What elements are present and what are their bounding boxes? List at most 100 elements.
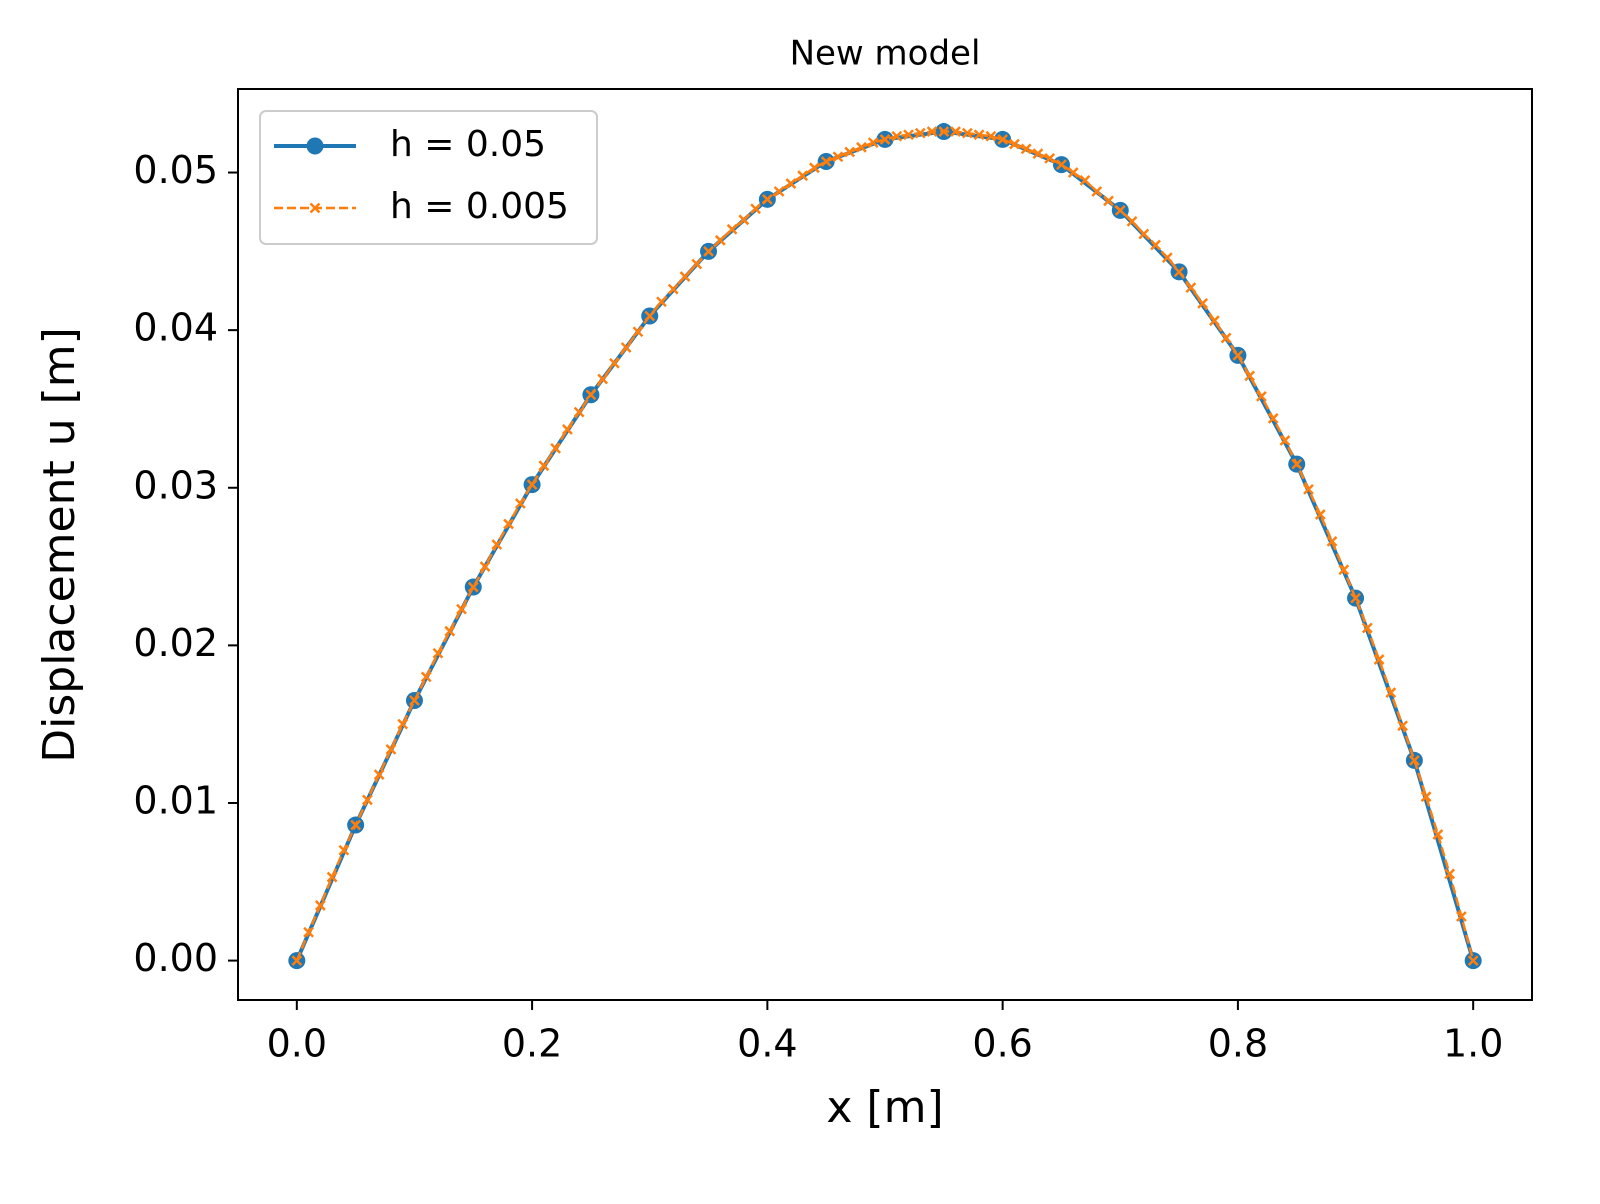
point — [973, 129, 985, 141]
y-tick-label: 0.05 — [133, 148, 218, 192]
point — [1397, 720, 1408, 732]
point — [738, 214, 750, 226]
point — [350, 819, 362, 831]
point — [314, 900, 326, 911]
point — [1020, 143, 1032, 155]
point — [820, 156, 832, 167]
point — [526, 479, 538, 490]
legend-marker — [306, 137, 324, 155]
point — [373, 769, 385, 780]
x-axis-label: x [m] — [826, 1082, 943, 1133]
point — [385, 744, 397, 755]
point — [1232, 349, 1244, 361]
legend-label: h = 0.005 — [390, 186, 569, 227]
x-tick-label: 1.0 — [1443, 1022, 1503, 1066]
point — [632, 326, 644, 338]
point — [1103, 195, 1114, 207]
point — [550, 442, 562, 454]
point — [714, 234, 726, 246]
point — [961, 127, 973, 139]
point — [1314, 509, 1326, 520]
point — [1244, 370, 1256, 382]
point — [691, 258, 703, 270]
point — [1456, 911, 1467, 922]
series — [291, 126, 1479, 966]
point — [503, 518, 514, 530]
point — [1256, 390, 1267, 402]
point — [397, 718, 409, 730]
point — [514, 498, 526, 509]
point — [538, 460, 550, 472]
point — [879, 134, 891, 145]
point — [903, 129, 914, 141]
point — [1432, 829, 1444, 840]
y-axis-label: Displacement u [m] — [34, 327, 85, 763]
point — [1208, 315, 1220, 327]
x-tick-label: 0.2 — [502, 1022, 562, 1066]
point — [950, 126, 961, 137]
point — [420, 671, 432, 683]
point — [456, 603, 467, 615]
legend: h = 0.05 h = 0.005 — [259, 110, 598, 245]
point — [867, 137, 879, 148]
point — [891, 130, 903, 142]
x-tick-label: 0.8 — [1208, 1022, 1268, 1066]
point — [785, 178, 797, 189]
point — [761, 193, 773, 205]
point — [656, 296, 667, 308]
point — [573, 406, 585, 418]
point — [1408, 755, 1420, 766]
point — [467, 581, 479, 593]
point — [1138, 228, 1150, 240]
point — [1338, 564, 1350, 576]
y-tick-label: 0.04 — [133, 306, 218, 350]
point — [1161, 252, 1173, 264]
legend-label: h = 0.05 — [390, 124, 546, 165]
point — [750, 203, 761, 215]
point — [679, 271, 691, 282]
point — [1279, 435, 1291, 446]
point — [914, 127, 926, 139]
point — [1091, 186, 1103, 197]
point — [726, 223, 738, 235]
point — [1420, 791, 1432, 803]
point — [1444, 868, 1456, 880]
point — [1220, 332, 1232, 344]
point — [479, 561, 491, 572]
point — [1467, 955, 1479, 966]
y-tick-label: 0.01 — [133, 778, 218, 822]
y-tick-label: 0.02 — [133, 621, 218, 665]
point — [585, 389, 597, 401]
point — [856, 141, 867, 153]
point — [1185, 282, 1197, 293]
point — [1009, 138, 1020, 150]
point — [362, 794, 373, 806]
point — [1350, 592, 1361, 604]
point — [409, 695, 420, 706]
point — [491, 539, 503, 550]
plot-frame — [237, 88, 1533, 1001]
point — [1114, 204, 1126, 216]
point — [1267, 413, 1279, 424]
point — [667, 283, 679, 295]
chart-title: New model — [790, 34, 981, 74]
point — [326, 871, 338, 883]
legend-marker — [309, 202, 321, 214]
point — [809, 162, 820, 174]
y-tick-label: 0.03 — [133, 463, 218, 507]
point — [597, 373, 609, 385]
point — [338, 844, 350, 856]
point — [432, 647, 444, 659]
point — [938, 126, 950, 137]
point — [1326, 535, 1338, 547]
point — [1303, 483, 1314, 495]
point — [926, 126, 938, 137]
point — [1044, 152, 1056, 164]
point — [1150, 239, 1161, 251]
point — [609, 357, 620, 369]
point — [844, 146, 856, 158]
point — [303, 926, 314, 938]
point — [832, 151, 844, 163]
point — [644, 310, 656, 322]
